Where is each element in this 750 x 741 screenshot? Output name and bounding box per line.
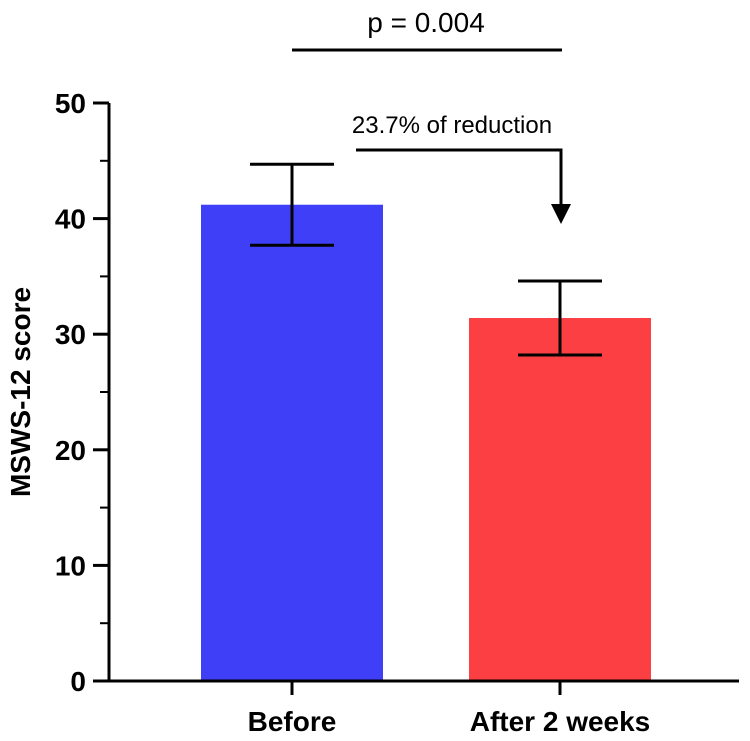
reduction-annotation-label: 23.7% of reduction (352, 112, 552, 139)
y-ticks-layer: 0 10 20 30 40 50 (55, 88, 109, 697)
bar-before (201, 204, 383, 681)
significance-label: p = 0.004 (367, 7, 485, 38)
bars-layer (201, 204, 651, 681)
y-tick-label-40: 40 (55, 204, 86, 235)
reduction-arrow-line (356, 148, 563, 210)
y-tick-label-30: 30 (55, 319, 86, 350)
x-tick-label-after-2-weeks: After 2 weeks (470, 706, 651, 737)
y-tick-label-0: 0 (70, 666, 86, 697)
bar-after-2-weeks (469, 318, 651, 681)
x-tick-label-before: Before (248, 706, 337, 737)
reduction-arrow-head (551, 204, 571, 224)
error-bar-before (250, 162, 334, 247)
significance-group: p = 0.004 (292, 7, 562, 52)
error-bars-layer (250, 162, 602, 357)
x-ticks-layer: Before After 2 weeks (248, 681, 651, 737)
y-axis-label: MSWS-12 score (5, 287, 36, 497)
reduction-annotation-group: 23.7% of reduction (352, 112, 571, 224)
error-bar-after-2-weeks (518, 279, 602, 357)
y-tick-label-10: 10 (55, 550, 86, 581)
y-tick-label-50: 50 (55, 88, 86, 119)
y-tick-label-20: 20 (55, 435, 86, 466)
